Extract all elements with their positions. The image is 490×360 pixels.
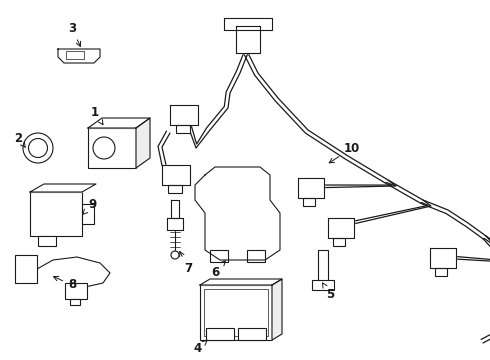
- Ellipse shape: [171, 251, 179, 259]
- Polygon shape: [272, 279, 282, 340]
- Text: 5: 5: [322, 283, 334, 302]
- Bar: [312, 280, 334, 290]
- Bar: [210, 250, 228, 262]
- Bar: [238, 328, 266, 340]
- Polygon shape: [200, 279, 282, 285]
- Bar: [30, 192, 82, 236]
- Bar: [247, 250, 265, 262]
- Bar: [303, 198, 315, 206]
- Bar: [15, 255, 37, 283]
- Bar: [204, 289, 268, 336]
- Bar: [66, 51, 84, 59]
- Text: 3: 3: [68, 22, 80, 46]
- Bar: [65, 283, 87, 299]
- Text: 10: 10: [329, 141, 360, 163]
- Polygon shape: [171, 200, 179, 218]
- Bar: [435, 268, 447, 276]
- Polygon shape: [195, 167, 280, 260]
- Polygon shape: [88, 118, 150, 128]
- Text: 7: 7: [180, 251, 192, 274]
- Bar: [168, 185, 182, 193]
- Polygon shape: [167, 218, 183, 230]
- Bar: [70, 299, 80, 305]
- Text: 9: 9: [83, 198, 96, 214]
- Bar: [333, 238, 345, 246]
- Text: 6: 6: [211, 261, 225, 279]
- Text: 4: 4: [194, 340, 207, 355]
- Polygon shape: [30, 184, 96, 192]
- Polygon shape: [430, 248, 456, 268]
- Bar: [38, 236, 56, 246]
- Bar: [318, 250, 328, 288]
- Bar: [88, 128, 136, 168]
- Polygon shape: [298, 178, 324, 198]
- Polygon shape: [170, 105, 198, 125]
- Polygon shape: [328, 218, 354, 238]
- Bar: [176, 125, 190, 133]
- Polygon shape: [58, 49, 100, 63]
- Text: 2: 2: [14, 131, 25, 147]
- Text: 8: 8: [53, 276, 76, 292]
- Polygon shape: [236, 26, 260, 53]
- Bar: [82, 204, 94, 224]
- Polygon shape: [224, 18, 272, 30]
- Text: 1: 1: [91, 105, 103, 125]
- Polygon shape: [136, 118, 150, 168]
- Bar: [200, 285, 272, 340]
- Bar: [206, 328, 234, 340]
- Polygon shape: [162, 165, 190, 185]
